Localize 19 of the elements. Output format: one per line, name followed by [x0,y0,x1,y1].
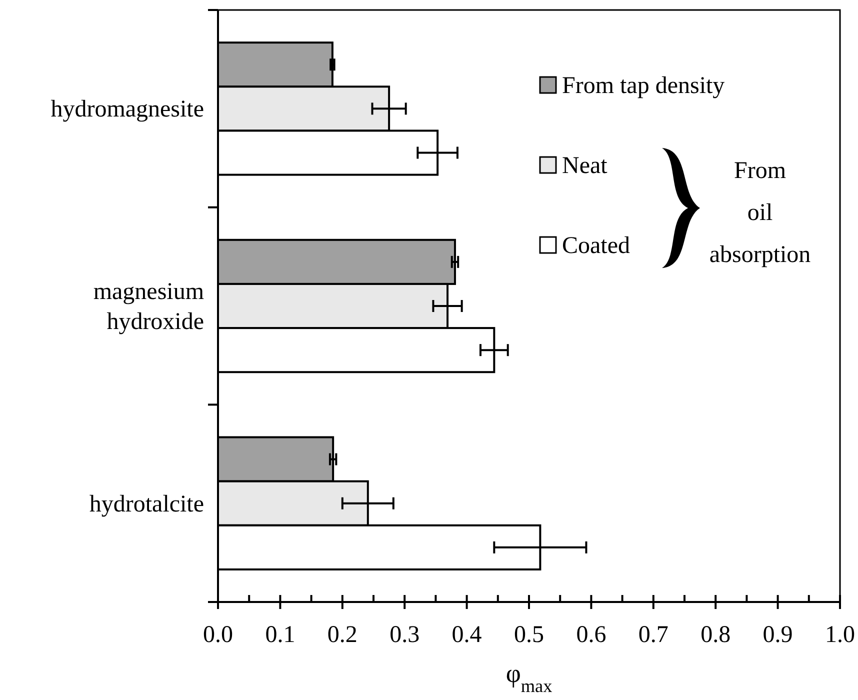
y-tick-label: hydrotalcite [89,491,204,518]
legend-label: Coated [562,233,630,259]
x-tick-label: 0.9 [762,622,793,648]
x-tick-label: 0.2 [327,622,358,648]
y-tick-label: magnesium hydroxide [93,279,204,335]
x-tick-label: 1.0 [825,622,855,648]
legend-label: From tap density [562,73,725,99]
x-tick-label: 0.0 [203,622,233,648]
x-tick-label: 0.5 [514,622,544,648]
x-tick-label: 0.8 [700,622,731,648]
x-axis-title: φ$_{max}$ [506,659,552,696]
x-tick-label: 0.4 [452,622,482,648]
y-tick-label: hydromagnesite [50,96,204,123]
legend-label: Neat [562,153,608,179]
x-tick-label: 0.1 [265,622,296,648]
x-tick-label: 0.7 [638,622,668,648]
x-tick-label: 0.6 [576,622,606,648]
annotation: From oil absorption [709,158,811,268]
x-tick-label: 0.3 [390,622,420,648]
